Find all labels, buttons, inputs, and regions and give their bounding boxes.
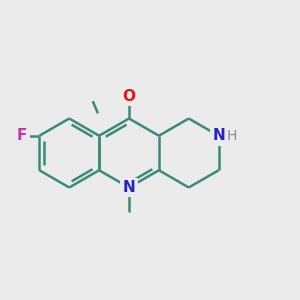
Text: N: N <box>123 180 135 195</box>
Text: O: O <box>122 88 136 104</box>
Text: H: H <box>226 129 236 143</box>
Text: N: N <box>212 128 225 143</box>
Text: F: F <box>17 128 27 143</box>
